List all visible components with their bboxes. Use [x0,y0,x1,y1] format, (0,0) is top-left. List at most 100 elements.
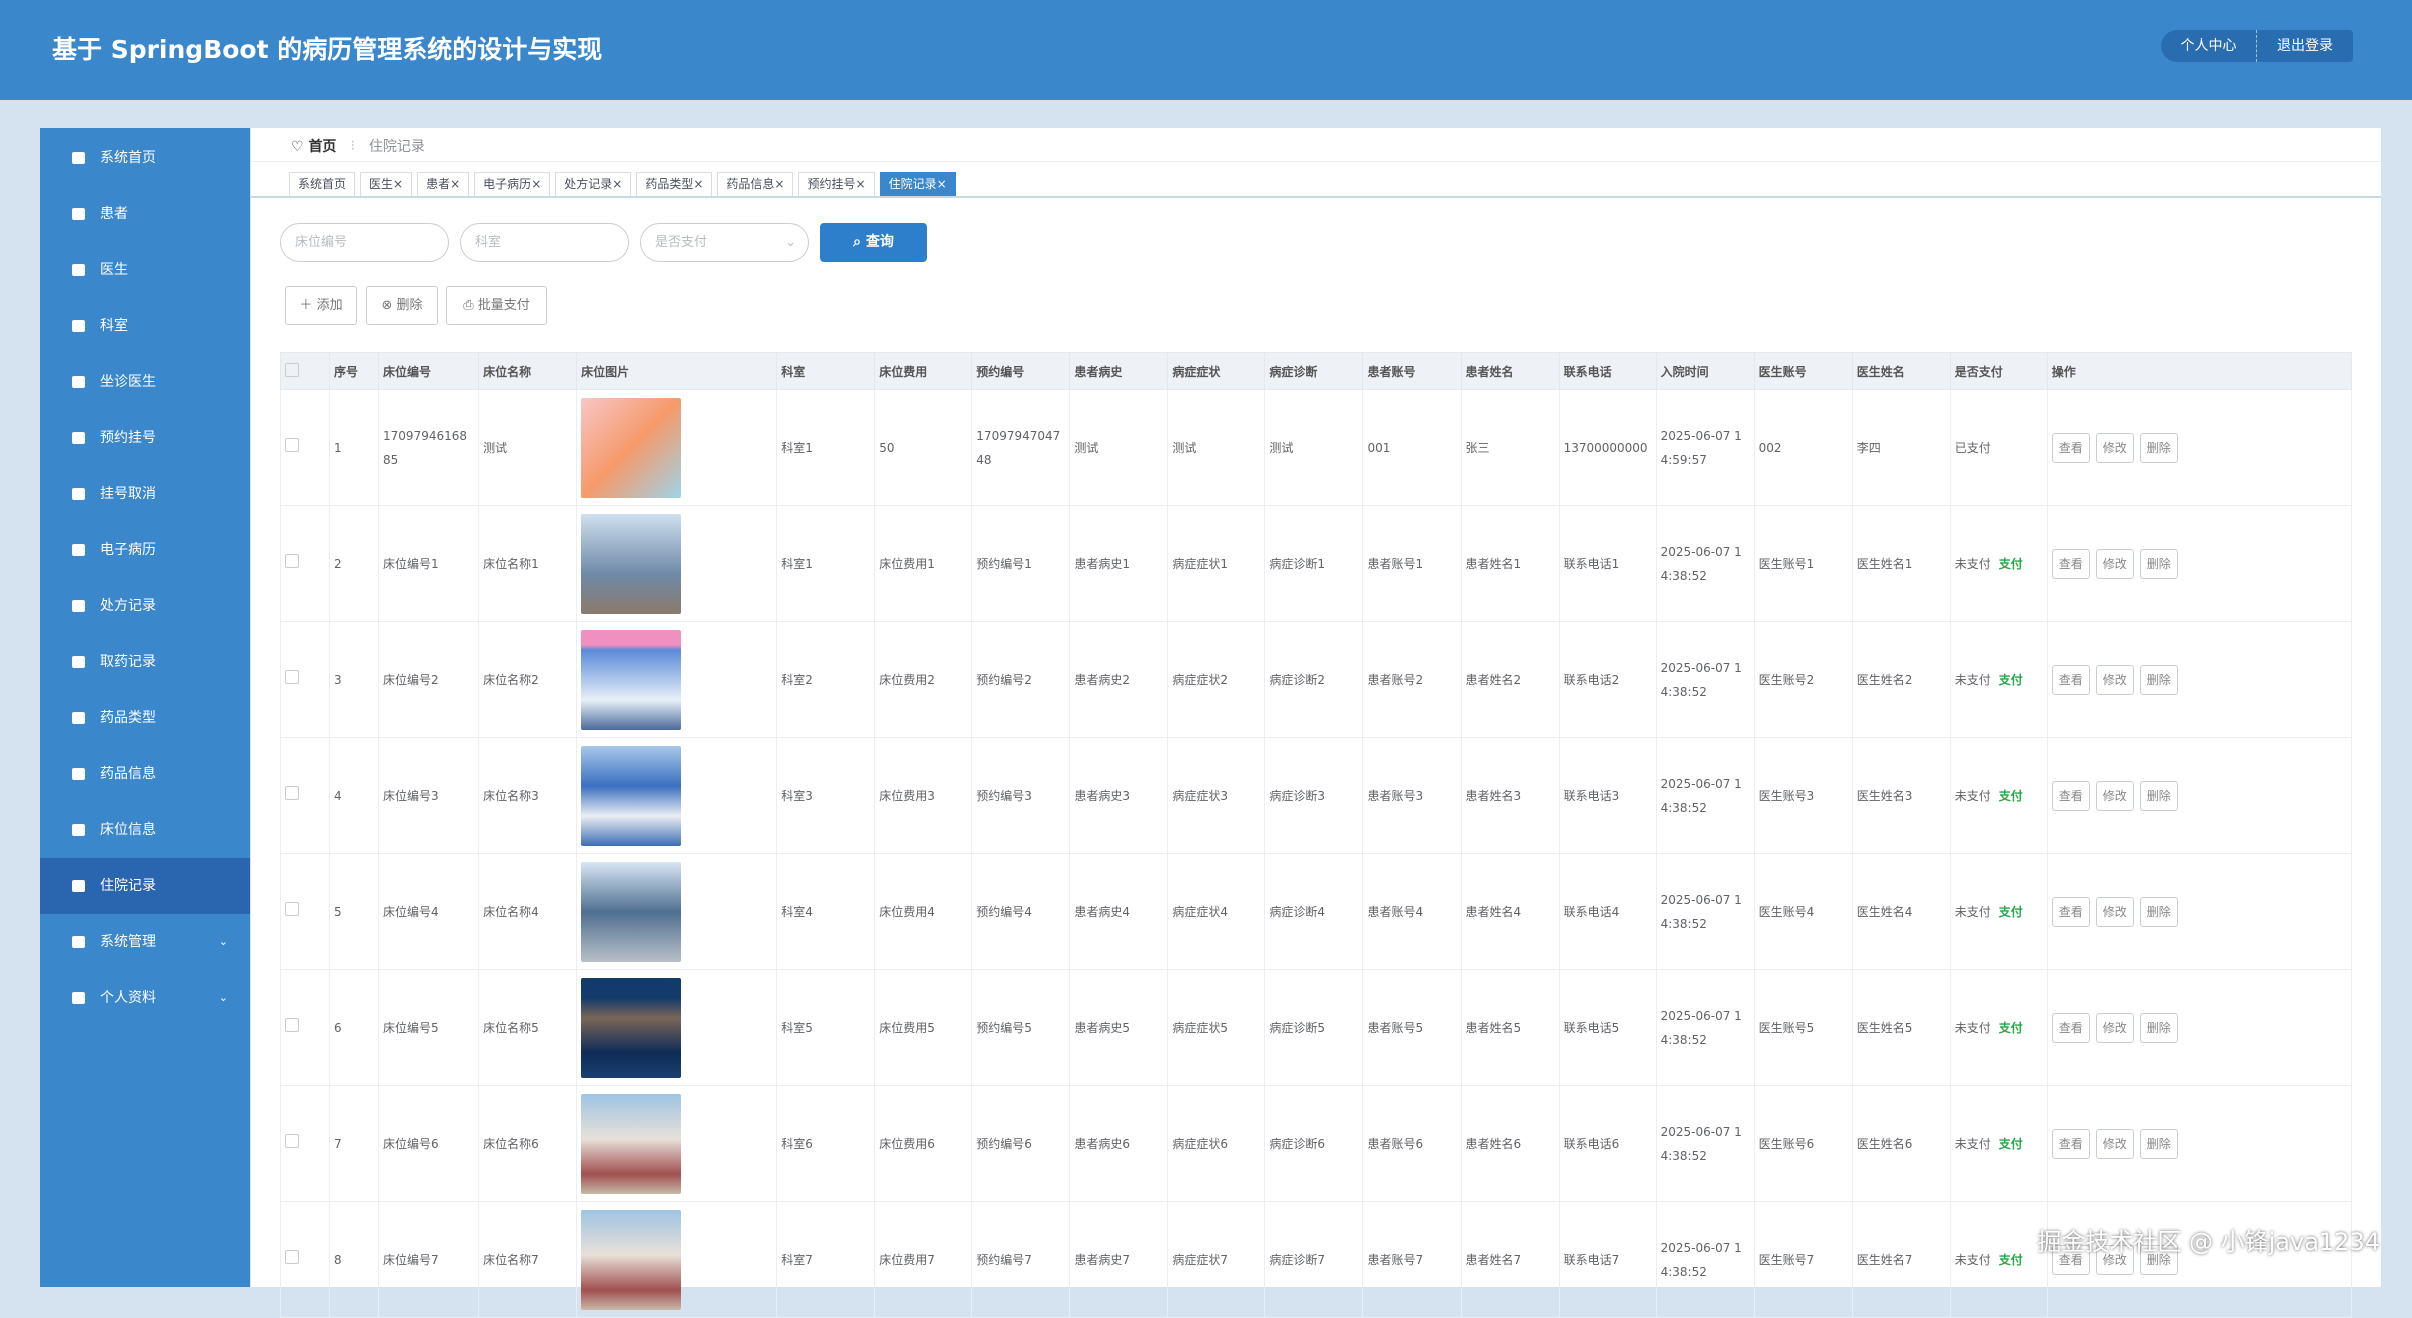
tab[interactable]: 患者× [417,172,470,197]
tab-label[interactable]: 药品类型 [645,177,694,191]
tab-label[interactable]: 处方记录 [564,177,613,191]
search-select[interactable]: 是否支付 ⌄ [640,223,809,262]
row-button[interactable]: 删除 [2139,664,2178,695]
pay-link[interactable]: 支付 [1998,672,2023,687]
tab-label[interactable]: 预约挂号 [807,177,856,191]
breadcrumb-home[interactable]: ♡ 首页 [291,139,337,155]
tab-close[interactable]: × [774,177,785,191]
row-button[interactable]: 查看 [2051,896,2090,927]
checkbox[interactable] [285,669,299,684]
search-button[interactable]: ⌕ 查询 [820,223,927,262]
checkbox[interactable] [285,1249,299,1264]
checkbox[interactable] [285,362,299,377]
menu-label[interactable]: 患者 [100,206,128,222]
row-button[interactable]: 查看 [2051,1244,2090,1275]
row-button[interactable]: 查看 [2051,664,2090,695]
menu-item[interactable]: 预约挂号 [40,410,250,466]
select-placeholder[interactable]: 是否支付 [655,235,708,250]
tab-close[interactable]: × [450,177,461,191]
menu-label[interactable]: 系统管理 [100,934,156,950]
menu-item[interactable]: 药品类型 [40,690,250,746]
batch-pay-button-text[interactable]: 批量支付 [477,298,530,313]
menu-label[interactable]: 预约挂号 [100,430,156,446]
tab[interactable]: 药品信息× [717,172,794,197]
row-button[interactable]: 删除 [2139,432,2178,463]
checkbox[interactable] [285,785,299,800]
menu-item[interactable]: 住院记录 [40,858,250,914]
pay-link[interactable]: 支付 [1998,556,2023,571]
checkbox[interactable] [285,437,299,452]
tab[interactable]: 药品类型× [636,172,713,197]
tab-label[interactable]: 系统首页 [298,177,347,191]
tab[interactable]: 电子病历× [474,172,551,197]
row-button[interactable]: 删除 [2139,1244,2178,1275]
menu-label[interactable]: 床位信息 [100,822,156,838]
search-input[interactable]: 床位编号 [280,223,449,262]
pay-link[interactable]: 支付 [1998,904,2023,919]
checkbox[interactable] [285,901,299,916]
tab-label[interactable]: 电子病历 [483,177,532,191]
menu-label[interactable]: 挂号取消 [100,486,156,502]
tab[interactable]: 预约挂号× [798,172,875,197]
tab-close[interactable]: × [612,177,623,191]
checkbox[interactable] [285,1133,299,1148]
menu-label[interactable]: 电子病历 [100,542,156,558]
row-button[interactable]: 修改 [2095,548,2134,579]
header-button[interactable]: 退出登录 [2277,38,2333,54]
menu-label[interactable]: 取药记录 [100,654,156,670]
pay-link[interactable]: 支付 [1998,1136,2023,1151]
menu-item[interactable]: 医生 [40,242,250,298]
menu-item[interactable]: 床位信息 [40,802,250,858]
menu-label[interactable]: 药品信息 [100,766,156,782]
menu-item[interactable]: 科室 [40,298,250,354]
menu-item[interactable]: 患者 [40,186,250,242]
row-button[interactable]: 修改 [2095,664,2134,695]
row-button[interactable]: 删除 [2139,1128,2178,1159]
tab-label[interactable]: 药品信息 [726,177,775,191]
row-button[interactable]: 查看 [2051,1128,2090,1159]
menu-item[interactable]: 电子病历 [40,522,250,578]
add-button[interactable]: ＋ 添加 [285,286,357,325]
tab[interactable]: 处方记录× [555,172,632,197]
tab-close[interactable]: × [936,177,947,191]
row-button[interactable]: 修改 [2095,432,2134,463]
menu-item[interactable]: 药品信息 [40,746,250,802]
pay-link[interactable]: 支付 [1998,788,2023,803]
row-button[interactable]: 删除 [2139,548,2178,579]
menu-item[interactable]: 挂号取消 [40,466,250,522]
batch-pay-button[interactable]: ⎙ 批量支付 [446,286,547,325]
row-button[interactable]: 查看 [2051,432,2090,463]
delete-button-text[interactable]: 删除 [396,298,423,313]
menu-item[interactable]: 系统首页 [40,130,250,186]
menu-label[interactable]: 坐诊医生 [100,374,156,390]
header-button[interactable]: 个人中心 [2161,30,2257,62]
tab[interactable]: 系统首页 [289,172,356,197]
tab[interactable]: 住院记录× [879,172,956,197]
checkbox[interactable] [285,553,299,568]
tab-label[interactable]: 医生 [369,177,394,191]
row-button[interactable]: 修改 [2095,1012,2134,1043]
row-button[interactable]: 删除 [2139,780,2178,811]
menu-label[interactable]: 药品类型 [100,710,156,726]
search-button-text[interactable]: 查询 [865,234,894,250]
row-button[interactable]: 修改 [2095,896,2134,927]
add-button-text[interactable]: 添加 [316,298,343,313]
menu-item[interactable]: 取药记录 [40,634,250,690]
row-button[interactable]: 删除 [2139,1012,2178,1043]
tab-close[interactable]: × [693,177,704,191]
tab-close[interactable]: × [393,177,404,191]
row-button[interactable]: 查看 [2051,1012,2090,1043]
pay-link[interactable]: 支付 [1998,1020,2023,1035]
menu-label[interactable]: 住院记录 [100,878,156,894]
breadcrumb-home-text[interactable]: 首页 [308,139,337,155]
row-button[interactable]: 删除 [2139,896,2178,927]
tab[interactable]: 医生× [360,172,413,197]
menu-item[interactable]: 系统管理 ⌄ [40,914,250,970]
menu-label[interactable]: 医生 [100,262,128,278]
menu-label[interactable]: 系统首页 [100,150,156,166]
row-button[interactable]: 查看 [2051,780,2090,811]
row-button[interactable]: 修改 [2095,780,2134,811]
menu-label[interactable]: 个人资料 [100,990,156,1006]
tab-label[interactable]: 住院记录 [888,177,937,191]
menu-label[interactable]: 处方记录 [100,598,156,614]
